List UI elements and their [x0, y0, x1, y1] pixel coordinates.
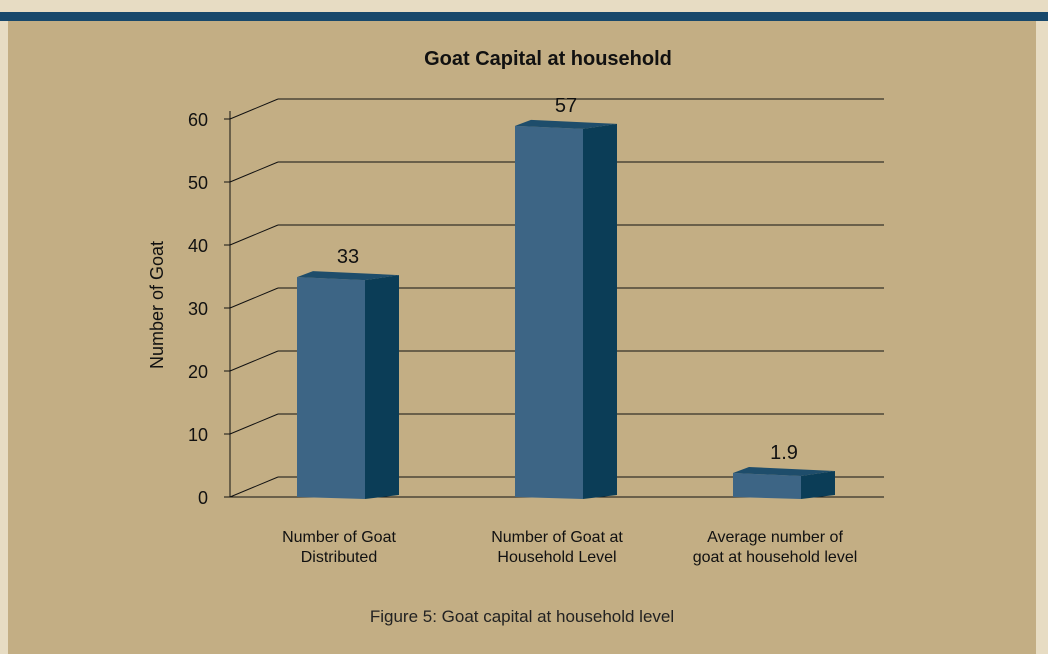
x-tick-label: Average number of goat at household level: [693, 529, 858, 566]
gridline-diagonal: [229, 287, 279, 309]
gridline-diagonal: [229, 350, 279, 372]
y-tick-label: 60: [188, 110, 208, 130]
data-label: 33: [337, 246, 359, 268]
bar-side: [801, 471, 835, 499]
data-labels: 33 57 1.9: [337, 95, 798, 464]
bar-side: [365, 275, 399, 499]
x-tick-label: Number of Goat Distributed: [282, 529, 396, 566]
y-tick-labels: 0 10 20 30 40 50 60: [188, 110, 208, 508]
x-tick-label-line: goat at household level: [693, 549, 858, 566]
bar-front: [297, 277, 365, 499]
bar-side: [583, 123, 617, 500]
bar-top: [733, 467, 835, 477]
gridline-diagonal: [229, 476, 279, 498]
bar-group: [515, 119, 617, 500]
x-tick-label-line: Number of Goat at: [491, 529, 623, 546]
bar-group: [733, 467, 835, 499]
x-tick-label-line: Distributed: [301, 549, 377, 566]
y-tick-label: 50: [188, 173, 208, 193]
bar-front: [733, 473, 801, 499]
bar-chart: Goat Capital at household Number of Goat…: [147, 48, 884, 566]
gridline-diagonal: [229, 224, 279, 246]
bar-front: [515, 125, 583, 500]
y-tick-label: 20: [188, 362, 208, 382]
y-tick-label: 40: [188, 236, 208, 256]
category-labels: Number of Goat Distributed Number of Goat …: [282, 529, 857, 566]
bar-top: [297, 271, 399, 281]
y-axis-label: Number of Goat: [147, 241, 167, 369]
bar-top: [515, 119, 617, 129]
data-label: 57: [555, 95, 577, 117]
y-tick-label: 10: [188, 425, 208, 445]
bars: [297, 119, 835, 500]
y-tick-label: 30: [188, 299, 208, 319]
x-tick-label: Number of Goat at Household Level: [491, 529, 623, 566]
gridline-diagonal: [229, 413, 279, 435]
y-tick-label: 0: [198, 488, 208, 508]
data-label: 1.9: [770, 442, 798, 464]
x-tick-label-line: Average number of: [707, 529, 843, 546]
top-accent-bar: [0, 12, 1048, 21]
figure-caption: Figure 5: Goat capital at household leve…: [369, 607, 675, 626]
gridline-diagonal: [229, 161, 279, 183]
bar-group: [297, 271, 399, 499]
chart-title: Goat Capital at household: [424, 48, 672, 70]
x-tick-label-line: Household Level: [497, 549, 616, 566]
gridline-diagonal: [229, 98, 279, 120]
x-tick-label-line: Number of Goat: [282, 529, 396, 546]
